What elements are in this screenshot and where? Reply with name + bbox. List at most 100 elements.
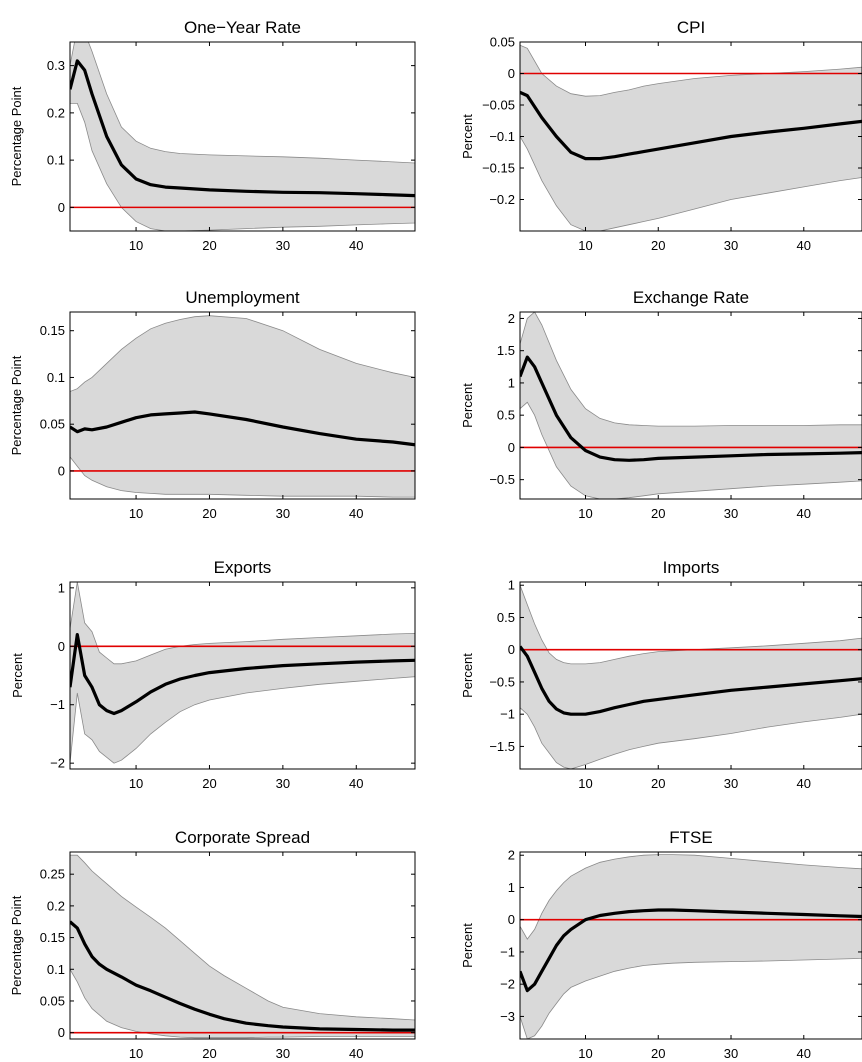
panel-unemployment: 10 20 30 40 0 0.05 0.1 0.15 Unemployment Percenta… <box>9 288 416 521</box>
x-tick-label: 30 <box>724 238 738 253</box>
confidence-band <box>520 44 862 231</box>
y-tick-label: 0.5 <box>497 610 515 625</box>
x-tick-label: 10 <box>578 776 592 791</box>
median-response-line <box>520 908 862 993</box>
y-tick-label: −0.1 <box>489 129 515 144</box>
x-tick-label: 30 <box>724 1046 738 1061</box>
x-tick-label: 30 <box>724 776 738 791</box>
y-tick-label: −3 <box>500 1009 515 1024</box>
y-tick-label: −0.5 <box>489 472 515 487</box>
y-tick-label: 0.2 <box>47 105 65 120</box>
x-tick-label: 20 <box>202 238 216 253</box>
y-tick-label: 0.1 <box>47 153 65 168</box>
y-tick-label: 0.1 <box>47 962 65 977</box>
confidence-band <box>520 854 862 1039</box>
panel-one-year-rate: 10 20 30 40 0 0.1 0.2 0.3 One−Year Rate Percentag… <box>9 18 416 253</box>
panel-title: Exports <box>214 558 272 577</box>
y-tick-label: 2 <box>508 848 515 863</box>
x-tick-label: 10 <box>578 506 592 521</box>
panel-title: CPI <box>677 18 705 37</box>
x-tick-label: 10 <box>129 506 143 521</box>
y-tick-label: 1 <box>508 880 515 895</box>
x-tick-label: 20 <box>202 776 216 791</box>
x-tick-label: 10 <box>129 238 143 253</box>
panel-title: FTSE <box>669 828 712 847</box>
y-tick-label: −2 <box>500 977 515 992</box>
y-tick-label: 0.05 <box>40 417 65 432</box>
plot-frame <box>519 311 862 500</box>
x-tick-label: 10 <box>129 1046 143 1061</box>
x-tick-label: 20 <box>202 1046 216 1061</box>
x-tick-label: 10 <box>578 1046 592 1061</box>
y-tick-label: −1 <box>500 707 515 722</box>
x-tick-label: 10 <box>129 776 143 791</box>
panel-title: Corporate Spread <box>175 828 310 847</box>
y-axis-label: Percentage Point <box>9 895 24 995</box>
median-response-line <box>520 645 862 716</box>
y-tick-label: 0.5 <box>497 408 515 423</box>
y-tick-label: 0 <box>508 912 515 927</box>
y-tick-label: 0 <box>58 200 65 215</box>
y-tick-label: −2 <box>50 756 65 771</box>
y-tick-label: 0 <box>58 1025 65 1040</box>
panel-imports: 10 20 30 40 1 0.5 0 −0.5 −1 −1.5 Imports Percent <box>460 558 862 791</box>
x-tick-label: 40 <box>349 1046 363 1061</box>
y-tick-label: 1 <box>508 578 515 593</box>
median-response-line <box>70 59 415 198</box>
x-tick-label: 30 <box>724 506 738 521</box>
median-response-line <box>70 632 415 716</box>
x-tick-label: 30 <box>276 1046 290 1061</box>
panel-title: Imports <box>663 558 720 577</box>
y-tick-label: 0.05 <box>40 993 65 1008</box>
y-tick-label: 0.25 <box>40 867 65 882</box>
median-response-line <box>520 355 862 462</box>
panel-title: One−Year Rate <box>184 18 301 37</box>
confidence-band <box>70 582 415 764</box>
y-axis-label: Percent <box>460 653 475 698</box>
x-tick-label: 40 <box>349 776 363 791</box>
x-tick-label: 20 <box>651 776 665 791</box>
plot-frame <box>69 581 416 770</box>
confidence-band <box>70 854 415 1039</box>
plot-frame <box>519 581 862 770</box>
y-tick-label: 0 <box>508 66 515 81</box>
y-tick-label: 0.15 <box>40 930 65 945</box>
x-tick-label: 40 <box>797 506 811 521</box>
median-response-line <box>70 410 415 447</box>
x-tick-label: 20 <box>651 1046 665 1061</box>
y-tick-label: 0 <box>58 463 65 478</box>
y-tick-label: 1 <box>508 375 515 390</box>
y-tick-label: 2 <box>508 311 515 326</box>
y-axis-label: Percent <box>460 383 475 428</box>
panel-corporate-spread: 10 20 30 40 0.25 0.2 0.15 0.1 0.05 0 Corporate Spr… <box>9 828 416 1061</box>
y-tick-label: −0.2 <box>489 192 515 207</box>
y-tick-label: 1 <box>58 580 65 595</box>
y-tick-label: −0.05 <box>482 98 515 113</box>
x-tick-label: 40 <box>797 776 811 791</box>
y-tick-label: 0.1 <box>47 370 65 385</box>
y-axis-label: Percentage Point <box>9 355 24 455</box>
confidence-band <box>70 42 415 231</box>
confidence-band <box>520 312 862 499</box>
x-tick-label: 30 <box>276 506 290 521</box>
y-tick-label: 0.05 <box>490 35 515 50</box>
x-tick-label: 40 <box>797 1046 811 1061</box>
y-tick-label: 0 <box>58 639 65 654</box>
plot-frame <box>69 41 416 232</box>
plot-frame <box>69 851 416 1040</box>
plot-frame <box>519 851 862 1040</box>
y-axis-label: Percent <box>460 114 475 159</box>
y-tick-label: −0.5 <box>489 674 515 689</box>
x-tick-label: 20 <box>651 238 665 253</box>
x-tick-label: 10 <box>578 238 592 253</box>
y-tick-label: −1 <box>50 697 65 712</box>
panel-cpi: 10 20 30 40 0.05 0 −0.05 −0.1 −0.15 −0.2 CPI Percen… <box>460 18 862 253</box>
y-tick-label: −1 <box>500 944 515 959</box>
x-tick-label: 20 <box>651 506 665 521</box>
confidence-band <box>70 315 415 498</box>
median-response-line <box>520 90 862 161</box>
y-axis-label: Percent <box>10 653 25 698</box>
x-tick-label: 40 <box>349 238 363 253</box>
